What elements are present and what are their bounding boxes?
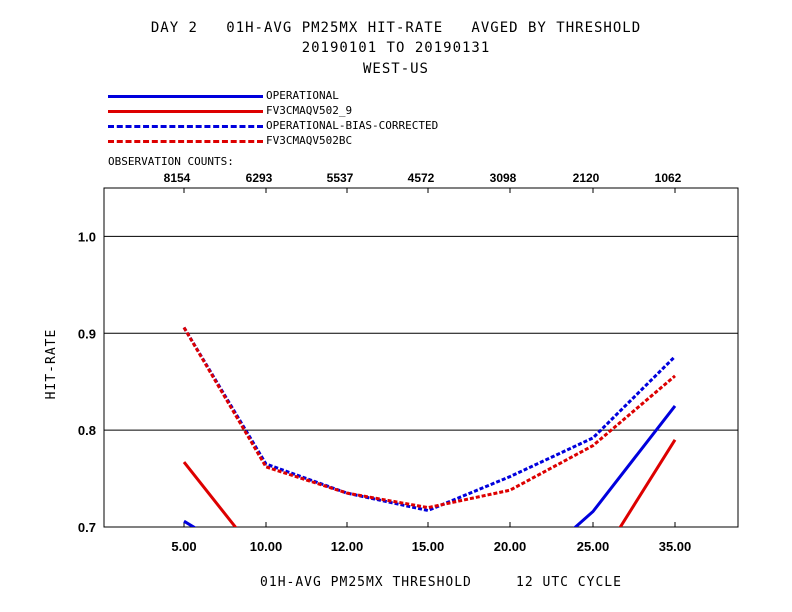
series-line-operational-bias-corrected [182,326,677,513]
observation-count: 6293 [246,171,273,185]
legend-label: OPERATIONAL [266,89,339,102]
x-axis-label: 01H-AVG PM25MX THRESHOLD 12 UTC CYCLE [260,575,622,590]
observation-count: 5537 [327,171,354,185]
x-tick-label: 35.00 [659,539,692,554]
x-tick-label: 25.00 [577,539,610,554]
series-line-fv3cmaqv502bc [182,326,676,510]
observation-count: 8154 [164,171,191,185]
y-tick-label: 0.7 [78,520,96,535]
x-tick-label: 10.00 [250,539,283,554]
chart-title-line-2: 20190101 TO 20190131 [301,40,491,56]
legend-label: FV3CMAQV502BC [266,134,353,147]
y-axis-label: HIT-RATE [44,329,59,400]
series-line-operational [183,404,677,527]
plot-frame [103,187,739,528]
observation-counts-label: OBSERVATION COUNTS: [108,155,234,168]
observation-count: 2120 [573,171,600,185]
observation-count: 1062 [655,171,682,185]
observation-count: 3098 [490,171,517,185]
legend-label: FV3CMAQV502_9 [266,104,353,117]
y-tick-label: 0.8 [78,423,96,438]
legend-swatch [108,95,263,98]
x-tick-label: 12.00 [331,539,364,554]
observation-count: 4572 [408,171,435,185]
legend-swatch [108,125,263,128]
x-tick-label: 20.00 [494,539,527,554]
x-tick-label: 5.00 [171,539,196,554]
y-tick-label: 1.0 [78,229,96,244]
series-group [182,326,677,527]
legend-swatch [108,140,263,143]
y-tick-label: 0.9 [78,326,96,341]
legend-swatch [108,110,263,113]
chart-title-line-1: DAY 2 01H-AVG PM25MX HIT-RATE AVGED BY T… [150,20,642,36]
legend-label: OPERATIONAL-BIAS-CORRECTED [266,119,439,132]
chart-title-line-3: WEST-US [362,61,429,77]
x-tick-label: 15.00 [412,539,445,554]
